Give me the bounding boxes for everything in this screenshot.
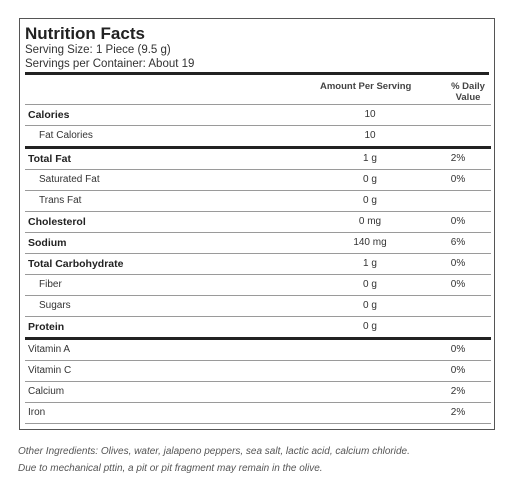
table-row: Cholesterol 0 mg 0%: [25, 211, 491, 233]
nutrition-title: Nutrition Facts: [25, 24, 145, 43]
nutrient-name: Vitamin A: [25, 338, 315, 361]
nutrient-amount: 0 g: [315, 316, 425, 340]
table-row: Sugars 0 g: [25, 295, 491, 317]
nutrient-amount: [315, 402, 425, 424]
nutrient-amount: 0 g: [315, 295, 425, 317]
nutrient-dv: [425, 295, 491, 317]
nutrient-dv: 2%: [425, 147, 491, 170]
nutrient-dv: [425, 316, 491, 340]
daily-value-header-line1: % Daily: [451, 81, 485, 92]
nutrient-amount: 10: [315, 125, 425, 149]
daily-value-column-header: % Daily Value: [440, 81, 496, 103]
top-divider: [25, 72, 489, 75]
nutrient-name: Saturated Fat: [25, 169, 315, 191]
serving-size: Serving Size: 1 Piece (9.5 g): [25, 44, 171, 56]
amount-column-header: Amount Per Serving: [320, 81, 412, 92]
nutrient-amount: 0 g: [315, 190, 425, 212]
nutrient-dv: 0%: [425, 274, 491, 296]
nutrient-amount: [315, 360, 425, 382]
nutrient-name: Total Carbohydrate: [25, 253, 315, 275]
nutrient-amount: [315, 338, 425, 361]
table-row: Total Fat 1 g 2%: [25, 147, 491, 170]
daily-value-header-line2: Value: [455, 92, 481, 103]
nutrient-name: Calories: [25, 104, 315, 126]
table-row: Calcium 2%: [25, 381, 491, 403]
nutrient-name: Fat Calories: [25, 125, 315, 149]
nutrient-amount: 1 g: [315, 147, 425, 170]
nutrient-amount: 0 g: [315, 169, 425, 191]
table-row: Iron 2%: [25, 402, 491, 424]
servings-per-container: Servings per Container: About 19: [25, 58, 195, 70]
nutrient-dv: 0%: [425, 253, 491, 275]
nutrient-name: Sugars: [25, 295, 315, 317]
nutrient-dv: 2%: [425, 381, 491, 403]
table-row: Sodium 140 mg 6%: [25, 232, 491, 254]
nutrient-dv: 0%: [425, 211, 491, 233]
nutrient-dv: 2%: [425, 402, 491, 424]
table-row: Fat Calories 10: [25, 125, 491, 149]
nutrient-dv: 0%: [425, 360, 491, 382]
nutrient-name: Vitamin C: [25, 360, 315, 382]
nutrient-amount: 1 g: [315, 253, 425, 275]
table-row: Vitamin A 0%: [25, 338, 491, 361]
table-row: Total Carbohydrate 1 g 0%: [25, 253, 491, 275]
pit-warning-note: Due to mechanical pttin, a pit or pit fr…: [18, 463, 323, 474]
table-row: Protein 0 g: [25, 316, 491, 340]
nutrient-dv: [425, 104, 491, 126]
nutrient-name: Trans Fat: [25, 190, 315, 212]
nutrient-dv: [425, 190, 491, 212]
nutrient-name: Iron: [25, 402, 315, 424]
nutrient-dv: 0%: [425, 338, 491, 361]
nutrient-name: Protein: [25, 316, 315, 340]
table-row: Vitamin C 0%: [25, 360, 491, 382]
table-row: Saturated Fat 0 g 0%: [25, 169, 491, 191]
table-row: Fiber 0 g 0%: [25, 274, 491, 296]
table-row: Trans Fat 0 g: [25, 190, 491, 212]
nutrient-name: Sodium: [25, 232, 315, 254]
nutrient-amount: 0 mg: [315, 211, 425, 233]
nutrient-dv: 6%: [425, 232, 491, 254]
nutrition-table: Calories 10 Fat Calories 10 Total Fat 1 …: [25, 104, 491, 424]
nutrient-amount: 140 mg: [315, 232, 425, 254]
nutrient-name: Cholesterol: [25, 211, 315, 233]
table-row: Calories 10: [25, 104, 491, 126]
ingredients-note: Other Ingredients: Olives, water, jalape…: [18, 446, 410, 457]
nutrition-facts-panel: Nutrition Facts Serving Size: 1 Piece (9…: [19, 18, 495, 430]
nutrient-dv: [425, 125, 491, 149]
nutrient-amount: 0 g: [315, 274, 425, 296]
nutrient-dv: 0%: [425, 169, 491, 191]
nutrient-name: Calcium: [25, 381, 315, 403]
nutrient-name: Fiber: [25, 274, 315, 296]
nutrient-name: Total Fat: [25, 147, 315, 170]
nutrient-amount: 10: [315, 104, 425, 126]
nutrient-amount: [315, 381, 425, 403]
